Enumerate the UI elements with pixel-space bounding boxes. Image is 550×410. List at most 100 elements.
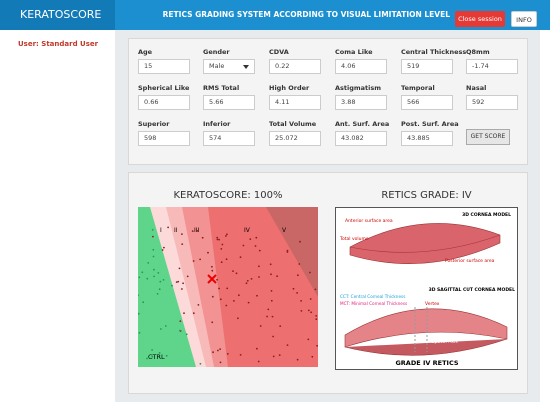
scatter-point xyxy=(269,263,272,266)
cornea-cut-base xyxy=(344,338,508,356)
input[interactable]: 566 xyxy=(401,95,453,110)
field-label: Coma Like xyxy=(335,48,373,56)
scatter-point xyxy=(152,235,154,238)
input[interactable]: 519 xyxy=(401,59,453,74)
scatter-point xyxy=(151,229,154,231)
scatter-point xyxy=(256,347,258,350)
model-label: 3D SAGITTAL CUT CORNEA MODEL xyxy=(429,287,516,293)
field-label: Central Thickness xyxy=(401,48,467,56)
scatter-point xyxy=(192,312,195,315)
cornea-model: 3D CORNEA MODEL Anterior surface area To… xyxy=(335,207,518,370)
scatter-point xyxy=(197,304,200,306)
ctrl-label: CTRL xyxy=(148,353,165,361)
scatter-point xyxy=(278,354,281,356)
scatter-point xyxy=(300,300,302,302)
scatter-point xyxy=(177,280,180,283)
field-label: High Order xyxy=(269,84,310,92)
field-label: Age xyxy=(138,48,153,56)
form-panel xyxy=(128,38,528,165)
scatter-point xyxy=(271,315,274,318)
scatter-point xyxy=(211,269,214,272)
scatter-point xyxy=(298,263,301,265)
scatter-point xyxy=(307,309,310,312)
scatter-point xyxy=(147,262,150,264)
grade-title: RETICS GRADE: IV xyxy=(381,190,472,201)
scatter-point xyxy=(146,277,149,280)
input[interactable]: -1.74 xyxy=(466,59,518,74)
scatter-point xyxy=(185,333,188,336)
scatter-point xyxy=(164,325,167,327)
scatter-point xyxy=(156,293,159,295)
zone-label: I xyxy=(160,227,162,234)
scatter-point xyxy=(239,256,242,259)
field-label: Total Volume xyxy=(269,120,317,128)
input[interactable]: 574 xyxy=(203,131,255,146)
select[interactable]: Male xyxy=(203,59,255,74)
scatter-point xyxy=(258,249,261,252)
scatter-point xyxy=(165,354,168,357)
scatter-point xyxy=(258,265,260,268)
brand[interactable]: KERATOSCORE xyxy=(0,0,115,30)
scatter-point xyxy=(207,251,209,254)
header-title: RETICS GRADING SYSTEM ACCORDING TO VISUA… xyxy=(162,10,450,19)
input[interactable]: 5.66 xyxy=(203,95,255,110)
input[interactable]: 4.11 xyxy=(269,95,321,110)
scatter-point xyxy=(153,268,155,271)
input[interactable]: 3.88 xyxy=(335,95,387,110)
scatter-point xyxy=(292,287,295,290)
model-label: MCT: Minimal Corneal Thickness xyxy=(340,301,407,306)
input[interactable]: 15 xyxy=(138,59,190,74)
scatter-point xyxy=(247,301,250,304)
input[interactable]: 4.06 xyxy=(335,59,387,74)
scatter-point xyxy=(259,325,262,327)
scatter-point xyxy=(196,230,199,232)
scatter-point xyxy=(272,355,275,358)
scatter-point xyxy=(316,344,318,347)
field-label: Astigmatism xyxy=(335,84,382,92)
model-label: Vertex xyxy=(425,301,440,307)
scatter-point xyxy=(146,357,148,360)
model-label: Optical Axis xyxy=(431,339,458,345)
scatter-point xyxy=(161,249,164,251)
scatter-point xyxy=(315,315,318,317)
scatter-point xyxy=(218,238,220,241)
scatter-point xyxy=(171,284,173,287)
scatter-point xyxy=(182,282,184,285)
scatter-point xyxy=(286,344,289,346)
scatter-point xyxy=(142,301,145,304)
zone-ctrl xyxy=(138,207,196,367)
close-button[interactable]: Close session xyxy=(455,11,505,27)
input[interactable]: 25.072 xyxy=(269,131,321,146)
get-score-button[interactable]: GET SCORE xyxy=(466,129,510,145)
scatter-point xyxy=(179,329,181,332)
field-label: Spherical Like xyxy=(138,84,190,92)
model-label: CCT: Central Corneal Thickness xyxy=(340,294,405,299)
scatter-point xyxy=(163,246,165,249)
scatter-point xyxy=(191,230,194,232)
scatter-point xyxy=(167,226,169,229)
scatter-point xyxy=(270,299,273,302)
scatter-point xyxy=(226,353,229,355)
scatter-point xyxy=(254,245,257,247)
input[interactable]: 43.885 xyxy=(401,131,453,146)
input[interactable]: 43.082 xyxy=(335,131,387,146)
input[interactable]: 592 xyxy=(466,95,518,110)
scatter-point xyxy=(162,279,165,281)
scatter-point xyxy=(225,258,228,261)
input[interactable]: 0.22 xyxy=(269,59,321,74)
scatter-point xyxy=(232,270,234,272)
scatter-point xyxy=(270,290,273,292)
scatter-point xyxy=(211,265,213,268)
info-button[interactable]: INFO xyxy=(511,11,537,27)
scatter-point xyxy=(220,248,223,250)
zone-label: IV xyxy=(244,227,251,234)
scatter-point xyxy=(216,238,219,241)
scatter-point xyxy=(286,249,289,252)
input[interactable]: 0.66 xyxy=(138,95,190,110)
scatter-point xyxy=(175,281,178,283)
scatter-point xyxy=(245,282,248,285)
scatter-point xyxy=(183,312,185,314)
scatter-point xyxy=(211,295,214,298)
input[interactable]: 598 xyxy=(138,131,190,146)
